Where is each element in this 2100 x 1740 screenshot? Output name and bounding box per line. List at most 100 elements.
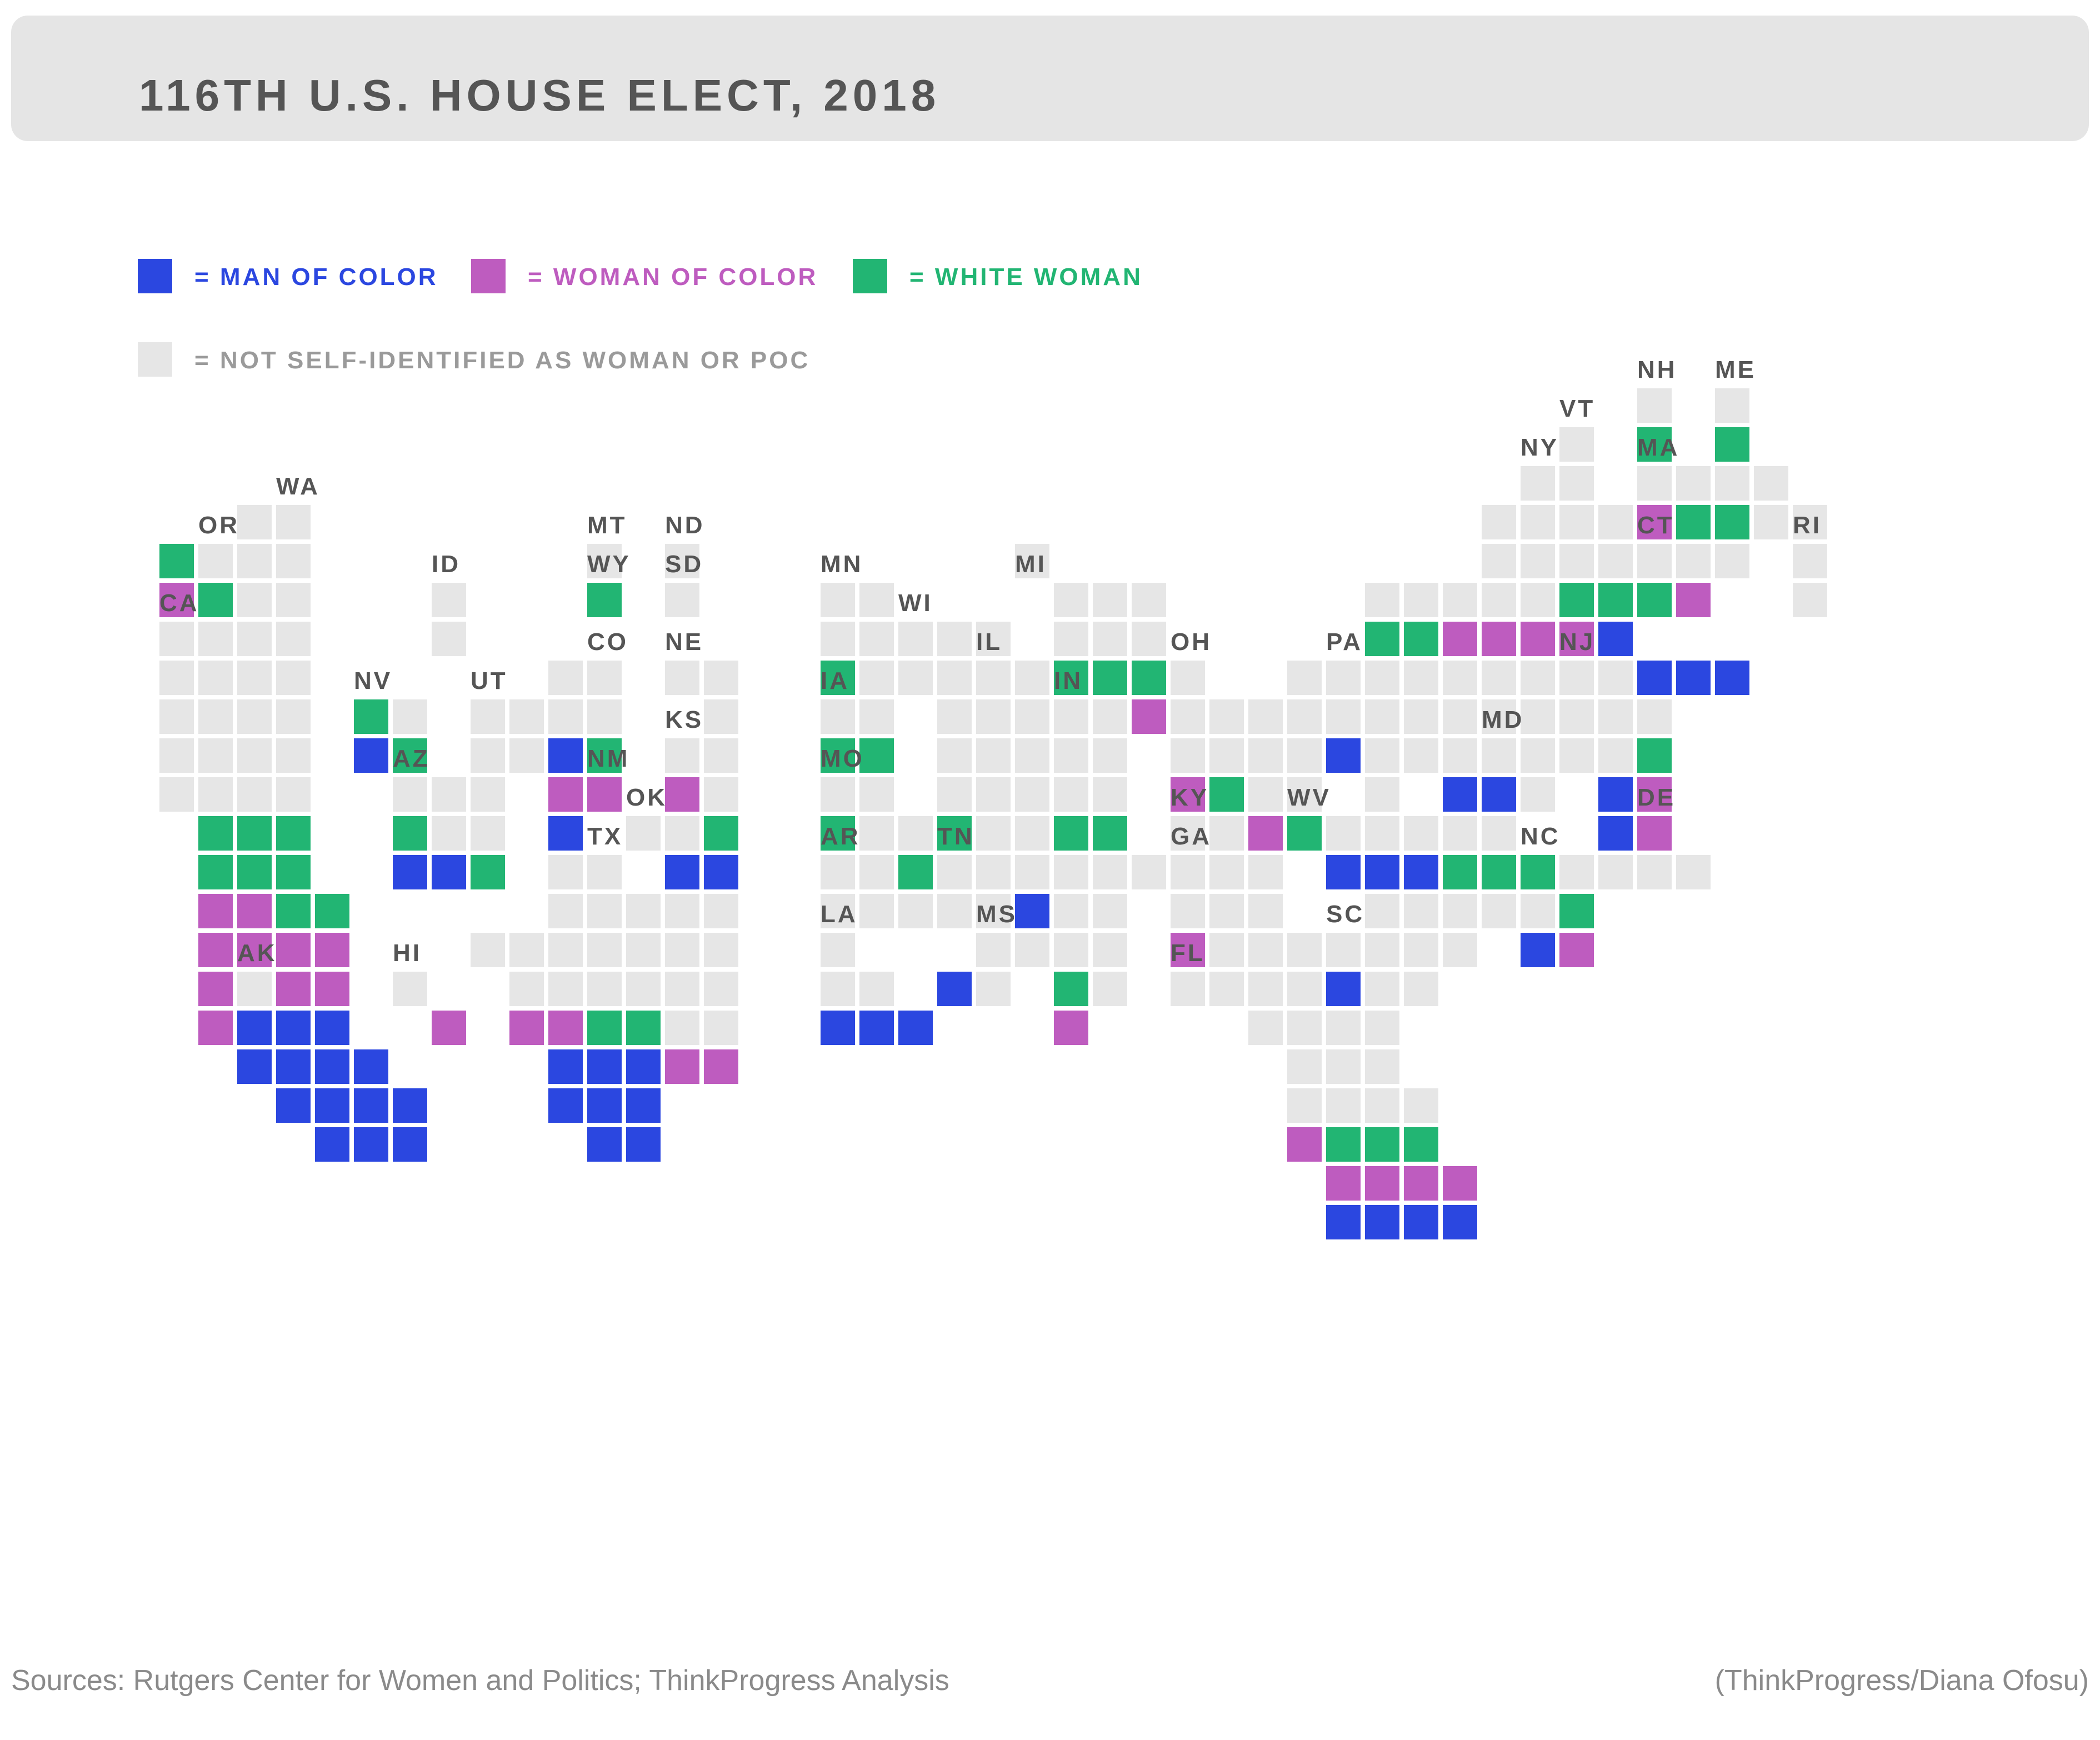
district-cell-wi <box>898 661 933 695</box>
district-cell-ia <box>859 738 894 773</box>
district-cell-tn <box>976 894 1011 928</box>
state-label-ny: NY <box>1521 434 1559 461</box>
state-label-nm: NM <box>587 745 630 772</box>
district-cell-nj <box>1637 699 1672 734</box>
district-cell-tx <box>626 1049 661 1084</box>
district-cell-ca <box>276 933 311 967</box>
state-label-la: LA <box>821 901 858 928</box>
district-cell-ct <box>1637 583 1672 617</box>
district-cell-wi <box>937 622 972 656</box>
district-cell-ca <box>237 738 272 773</box>
district-cell-mi <box>1093 661 1127 695</box>
district-cell-tx <box>587 1127 622 1162</box>
state-label-vt: VT <box>1559 395 1596 422</box>
district-cell-in <box>1093 699 1127 734</box>
district-cell-co <box>548 699 583 734</box>
district-cell-wi <box>976 622 1011 656</box>
district-cell-mi <box>1132 583 1166 617</box>
source-note: Sources: Rutgers Center for Women and Po… <box>11 1664 949 1697</box>
district-cell-mn <box>821 583 855 617</box>
district-cell-sc <box>1404 933 1438 967</box>
district-cell-pa <box>1482 699 1516 734</box>
district-cell-fl <box>1404 1205 1438 1239</box>
district-cell-tx <box>587 855 622 889</box>
district-cell-oh <box>1209 777 1244 812</box>
district-cell-il <box>937 699 972 734</box>
state-label-wi: WI <box>898 589 933 617</box>
district-cell-ca <box>315 972 349 1006</box>
district-cell-ca <box>276 1049 311 1084</box>
district-cell-sc <box>1365 933 1399 967</box>
district-cell-fl <box>1287 972 1322 1006</box>
district-cell-wv <box>1287 816 1322 851</box>
district-cell-co <box>587 738 622 773</box>
district-cell-me <box>1715 388 1749 423</box>
district-cell-ne <box>665 661 699 695</box>
district-cell-ks <box>665 777 699 812</box>
district-cell-oh <box>1209 699 1244 734</box>
district-cell-sc <box>1326 972 1361 1006</box>
district-cell-wa <box>276 505 311 539</box>
district-cell-ky <box>1209 816 1244 851</box>
district-cell-il <box>976 777 1011 812</box>
district-cell-ca <box>315 1011 349 1045</box>
state-label-ne: NE <box>665 628 704 656</box>
state-label-id: ID <box>432 551 461 578</box>
district-cell-al <box>1054 933 1088 967</box>
district-cell-ca <box>159 699 194 734</box>
district-cell-oh <box>1287 699 1322 734</box>
district-cell-nc <box>1443 894 1477 928</box>
district-cell-ca <box>237 777 272 812</box>
district-cell-va <box>1482 855 1516 889</box>
district-cell-nj <box>1559 738 1594 773</box>
district-cell-tx <box>665 1011 699 1045</box>
district-cell-tn <box>937 855 972 889</box>
district-cell-ny <box>1559 622 1594 656</box>
district-cell-mi <box>1132 622 1166 656</box>
district-cell-fl <box>1287 1127 1322 1162</box>
district-cell-tx <box>587 933 622 967</box>
district-cell-ca <box>198 622 233 656</box>
district-cell-nc <box>1521 933 1555 967</box>
district-cell-la <box>898 1011 933 1045</box>
state-label-me: ME <box>1715 356 1756 383</box>
district-cell-mo <box>859 777 894 812</box>
district-cell-ga <box>1209 933 1244 967</box>
district-cell-pa <box>1404 699 1438 734</box>
district-cell-pa <box>1365 699 1399 734</box>
district-cell-fl <box>1287 1088 1322 1123</box>
legend-swatch-woman-of-color <box>471 259 506 293</box>
district-cell-tn <box>1015 855 1049 889</box>
district-cell-oh <box>1171 699 1205 734</box>
district-cell-nh <box>1637 427 1672 462</box>
district-cell-tx <box>509 1011 544 1045</box>
district-cell-tx <box>626 972 661 1006</box>
district-cell-ok <box>704 855 738 889</box>
district-cell-pa <box>1326 661 1361 695</box>
district-cell-ca <box>276 699 311 734</box>
district-cell-il <box>976 816 1011 851</box>
state-label-in: IN <box>1054 667 1083 694</box>
district-cell-oh <box>1248 699 1283 734</box>
district-cell-sc <box>1443 933 1477 967</box>
district-cell-ny <box>1482 583 1516 617</box>
district-cell-ca <box>159 777 194 812</box>
district-cell-ok <box>704 816 738 851</box>
district-cell-ne <box>704 661 738 695</box>
state-label-ri: RI <box>1793 512 1822 539</box>
district-cell-nj <box>1598 661 1633 695</box>
district-cell-ca <box>315 1088 349 1123</box>
district-cell-ny <box>1365 622 1399 656</box>
district-cell-va <box>1443 855 1477 889</box>
district-cell-ga <box>1209 855 1244 889</box>
district-cell-fl <box>1365 1205 1399 1239</box>
district-cell-md <box>1482 777 1516 812</box>
district-cell-in <box>1054 738 1088 773</box>
district-cell-tx <box>548 1011 583 1045</box>
district-cell-nj <box>1637 738 1672 773</box>
district-cell-al <box>1054 1011 1088 1045</box>
district-cell-ct <box>1676 544 1711 578</box>
district-cell-mi <box>1093 583 1127 617</box>
district-cell-ca <box>198 816 233 851</box>
district-cell-tx <box>665 972 699 1006</box>
